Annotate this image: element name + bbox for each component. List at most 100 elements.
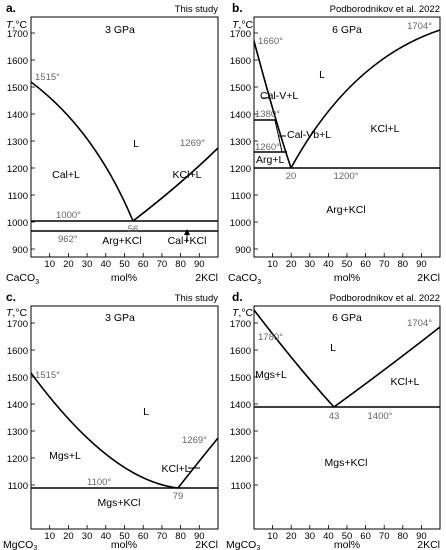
panel-c-x-mid-label: mol% xyxy=(111,539,137,550)
y-tick-label: 1100 xyxy=(8,481,28,492)
panel-d-liquidus-left xyxy=(253,309,335,408)
panel-c-label-1100: 1100° xyxy=(87,477,111,488)
panel-d-y-ticks xyxy=(254,322,258,486)
panel-a-label-1515: 1515° xyxy=(35,72,60,83)
panel-d-region-L: L xyxy=(330,342,336,354)
panel-a-x-tick-labels: 10 20 30 40 50 60 70 80 90 xyxy=(44,259,204,270)
panel-b-label-1660: 1660° xyxy=(258,36,283,47)
y-tick-label: 1200 xyxy=(230,454,251,465)
panel-a-region-L: L xyxy=(133,138,139,150)
panel-d-label-1704: 1704° xyxy=(407,318,432,329)
panel-b-y-ticks xyxy=(254,32,258,250)
panel-b-liquidus-left xyxy=(253,40,292,169)
panel-b-liquidus-right xyxy=(290,29,441,169)
panel-b-region-cal-vb-l: Cal-Vb+L xyxy=(287,129,331,141)
x-tick-label: 40 xyxy=(101,531,112,542)
panel-d-x-mid-label: mol% xyxy=(334,539,360,550)
x-tick-label: 80 xyxy=(398,531,409,542)
panel-a-x-left-label: CaCO3 xyxy=(6,272,39,286)
panel-b-region-arg-l: Arg+L xyxy=(256,154,284,166)
panel-d-label-1780: 1780° xyxy=(258,332,283,343)
panel-d-liquidus-right xyxy=(333,326,441,408)
panel-b: b. Podborodnikov et al. 2022 T,°C 6 GPa … xyxy=(228,1,441,286)
y-tick-label: 1600 xyxy=(230,346,251,357)
panel-c-source: This study xyxy=(175,293,219,304)
y-tick-label: 1600 xyxy=(7,346,28,357)
panel-a-x-right-label: 2KCl xyxy=(195,272,218,284)
x-tick-label: 20 xyxy=(286,259,297,270)
panel-d-letter: d. xyxy=(232,290,243,304)
panel-c-y-tick-labels: 1700 1600 1500 1400 1300 1200 1100 xyxy=(7,319,28,492)
y-tick-label: 1000 xyxy=(230,218,251,229)
x-tick-label: 40 xyxy=(101,259,112,270)
panel-a-region-cal-kcl: Cal+KCl xyxy=(168,235,207,247)
panel-c-label-1515: 1515° xyxy=(35,370,60,381)
panel-a-y-ticks xyxy=(31,32,35,250)
panel-a-liquidus-right xyxy=(132,147,219,222)
panel-d: d. Podborodnikov et al. 2022 T,°C 6 GPa … xyxy=(226,290,441,550)
panel-c-letter: c. xyxy=(6,290,16,304)
panel-c-label-1269: 1269° xyxy=(182,435,207,446)
panel-b-region-cal-v-l: Cal-V+L xyxy=(260,90,298,102)
x-tick-label: 50 xyxy=(119,259,130,270)
y-tick-label: 1300 xyxy=(230,427,251,438)
panel-c: c. This study T,°C 3 GPa 1700 1600 1500 … xyxy=(3,290,219,550)
panel-d-pressure: 6 GPa xyxy=(332,312,362,324)
panel-b-y-tick-labels: 1700 1600 1500 1400 1300 1200 1100 1000 … xyxy=(230,29,251,256)
panel-d-ylabel: T,°C xyxy=(232,307,254,319)
panel-c-x-ticks xyxy=(49,525,200,529)
y-tick-label: 1700 xyxy=(230,319,251,330)
panel-a-label-1269: 1269° xyxy=(180,138,205,149)
panel-b-label-20: 20 xyxy=(286,171,297,182)
y-tick-label: 900 xyxy=(235,245,251,256)
x-tick-label: 40 xyxy=(323,259,334,270)
y-tick-label: 1200 xyxy=(7,164,28,175)
panel-b-label-1200: 1200° xyxy=(334,171,359,182)
x-tick-label: 10 xyxy=(44,259,55,270)
panel-d-x-left-label: MgCO3 xyxy=(226,539,260,550)
panel-d-y-tick-labels: 1700 1600 1500 1400 1300 1200 1100 xyxy=(230,319,251,492)
x-tick-label: 20 xyxy=(63,259,74,270)
y-tick-label: 1400 xyxy=(7,400,28,411)
panel-c-y-ticks xyxy=(31,322,35,486)
panel-c-x-tick-labels: 10 20 30 40 50 60 70 80 90 xyxy=(44,531,204,542)
y-tick-label: 1600 xyxy=(7,56,28,67)
panel-a-liquidus-left xyxy=(30,81,134,222)
y-tick-label: 1700 xyxy=(7,319,28,330)
x-tick-label: 30 xyxy=(82,259,93,270)
panel-c-liquidus-right xyxy=(177,437,219,489)
y-tick-label: 1300 xyxy=(7,137,28,148)
y-tick-label: 1100 xyxy=(8,191,28,202)
panel-c-plot-frame xyxy=(30,305,219,530)
x-tick-label: 40 xyxy=(323,531,334,542)
panel-b-x-right-label: 2KCl xyxy=(417,272,440,284)
panel-a-pressure: 3 GPa xyxy=(105,24,135,36)
x-tick-label: 50 xyxy=(342,259,353,270)
panel-c-label-79: 79 xyxy=(173,491,184,502)
x-tick-label: 80 xyxy=(175,531,186,542)
panel-b-region-kcl-l: KCl+L xyxy=(371,123,400,135)
panel-a-arrow-head xyxy=(184,229,190,235)
panel-d-x-right-label: 2KCl xyxy=(417,539,440,550)
x-tick-label: 10 xyxy=(267,531,278,542)
panel-a-ylabel: T,°C xyxy=(6,19,28,31)
panel-b-source: Podborodnikov et al. 2022 xyxy=(330,4,440,15)
y-tick-label: 1300 xyxy=(230,137,251,148)
panel-b-x-ticks xyxy=(272,253,422,257)
panel-d-label-43: 43 xyxy=(329,411,340,422)
x-tick-label: 70 xyxy=(379,259,390,270)
panel-c-region-kcl-l: KCl+L xyxy=(162,463,191,475)
panel-a-region-kcl-l: KCl+L xyxy=(173,169,202,181)
panel-b-ylabel: T,°C xyxy=(232,19,254,31)
panel-c-pressure: 3 GPa xyxy=(105,312,135,324)
panel-b-label-1704: 1704° xyxy=(407,21,432,32)
y-tick-label: 1100 xyxy=(231,191,251,202)
x-tick-label: 90 xyxy=(194,531,205,542)
panel-c-region-mgs-kcl: Mgs+KCl xyxy=(98,497,141,509)
x-tick-label: 60 xyxy=(138,531,149,542)
panel-b-label-1380: 1380° xyxy=(255,109,280,120)
panel-b-pressure: 6 GPa xyxy=(332,24,362,36)
y-tick-label: 1200 xyxy=(7,454,28,465)
panel-c-liquidus-left xyxy=(30,372,179,489)
